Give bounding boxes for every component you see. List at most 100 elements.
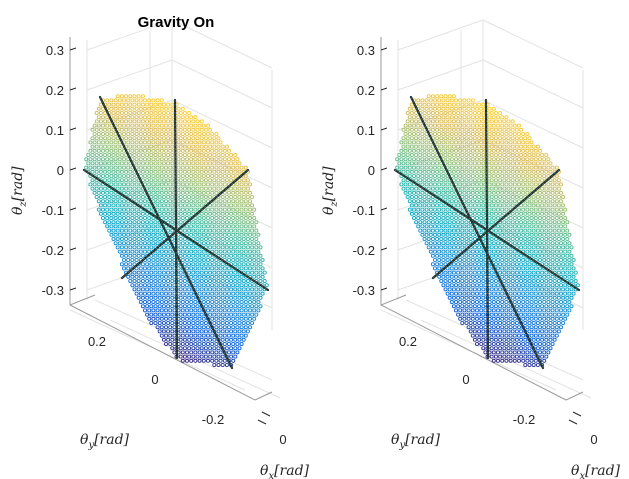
data-point (201, 300, 206, 305)
data-point (449, 291, 454, 296)
data-point (474, 131, 479, 136)
data-point (531, 279, 536, 284)
data-point (193, 165, 198, 170)
data-point (210, 308, 215, 313)
data-point (498, 329, 503, 334)
data-point (84, 165, 89, 170)
data-point (138, 157, 143, 162)
data-point (565, 228, 570, 233)
data-point (195, 245, 200, 250)
data-point (460, 110, 465, 115)
data-point (161, 102, 166, 107)
data-point (401, 127, 406, 132)
data-point (525, 241, 530, 246)
data-point (561, 253, 566, 258)
data-point (231, 173, 236, 178)
data-point (254, 253, 259, 258)
data-point (98, 161, 103, 166)
data-point (556, 186, 561, 191)
data-point (472, 102, 477, 107)
data-point (180, 115, 185, 120)
data-point (563, 207, 568, 212)
data-point (109, 173, 114, 178)
data-point (163, 173, 168, 178)
data-point (405, 152, 410, 157)
data-point (245, 287, 250, 292)
data-point (195, 119, 200, 124)
data-point (512, 291, 517, 296)
data-point (210, 350, 215, 355)
data-point (247, 300, 252, 305)
data-point (241, 329, 246, 334)
data-point (124, 136, 129, 141)
data-point (407, 157, 412, 162)
data-point (561, 245, 566, 250)
data-point (460, 262, 465, 267)
data-point (111, 178, 116, 183)
data-point (258, 245, 263, 250)
data-point (420, 98, 425, 103)
data-point (420, 131, 425, 136)
data-point (132, 127, 137, 132)
data-point (468, 127, 473, 132)
data-point (472, 312, 477, 317)
data-point (208, 287, 213, 292)
data-point (243, 224, 248, 229)
data-point (453, 131, 458, 136)
data-point (166, 312, 171, 317)
data-point (138, 283, 143, 288)
data-point (157, 169, 162, 174)
data-point (531, 354, 536, 359)
data-point (229, 152, 234, 157)
data-point (550, 165, 555, 170)
data-point (416, 190, 421, 195)
data-point (245, 304, 250, 309)
data-point (243, 266, 248, 271)
data-point (254, 245, 259, 250)
data-point (567, 291, 572, 296)
data-point (121, 173, 126, 178)
data-point (399, 157, 404, 162)
data-point (214, 350, 219, 355)
data-point (437, 215, 442, 220)
data-point (134, 224, 139, 229)
data-point (523, 321, 528, 326)
data-point (453, 157, 458, 162)
data-point (176, 123, 181, 128)
data-point (466, 131, 471, 136)
data-point (109, 215, 114, 220)
data-point (521, 182, 526, 187)
data-point (502, 279, 507, 284)
data-point (567, 300, 572, 305)
data-point (552, 329, 557, 334)
data-point (533, 333, 538, 338)
data-point (468, 329, 473, 334)
data-point (535, 363, 540, 368)
data-point (155, 274, 160, 279)
data-point (523, 152, 528, 157)
data-point (468, 110, 473, 115)
data-point (197, 157, 202, 162)
data-point (468, 295, 473, 300)
data-point (462, 232, 467, 237)
data-point (495, 115, 500, 120)
data-point (456, 102, 461, 107)
data-point (552, 321, 557, 326)
data-point (201, 283, 206, 288)
data-point (96, 140, 101, 145)
data-point (140, 169, 145, 174)
data-point (531, 220, 536, 225)
data-point (203, 194, 208, 199)
data-point (136, 144, 141, 149)
data-point (134, 106, 139, 111)
data-point (155, 232, 160, 237)
data-point (157, 178, 162, 183)
data-point (147, 157, 152, 162)
data-point (157, 211, 162, 216)
data-point (237, 211, 242, 216)
data-point (491, 325, 496, 330)
data-point (90, 161, 95, 166)
data-point (159, 274, 164, 279)
data-point (498, 169, 503, 174)
data-point (155, 249, 160, 254)
